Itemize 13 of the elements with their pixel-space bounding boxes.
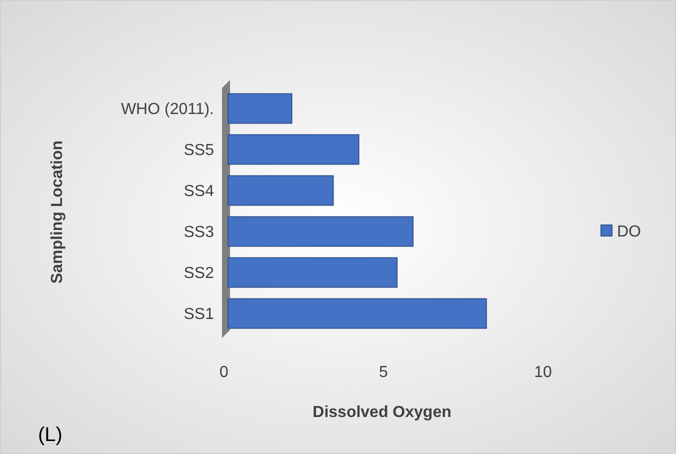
y-tick-label: WHO (2011). <box>120 101 214 118</box>
y-tick-label: SS3 <box>184 224 214 242</box>
y-tick-label: SS2 <box>184 265 214 282</box>
x-tick-label: 5 <box>379 364 388 381</box>
text: (L) <box>38 424 62 446</box>
y-tick-label: SS5 <box>184 142 214 160</box>
y-tick-label: SS4 <box>184 183 214 200</box>
y-axis-title: Sampling Location <box>49 140 66 284</box>
x-tick-label: 10 <box>534 364 552 381</box>
x-axis-title: Dissolved Oxygen <box>312 404 452 421</box>
legend-label: DO <box>617 224 641 241</box>
x-tick-label: 0 <box>220 364 229 381</box>
y-tick-label: SS1 <box>184 306 214 324</box>
